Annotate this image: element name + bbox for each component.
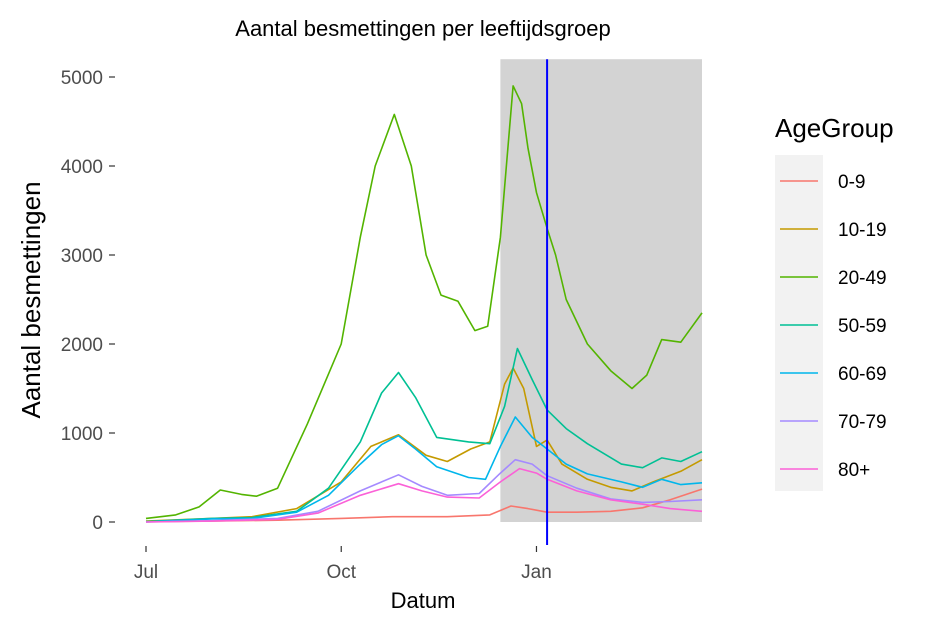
chart-title: Aantal besmettingen per leeftijdsgroep [235, 16, 610, 41]
series-line-10-19 [145, 367, 703, 522]
shade-layer [500, 59, 702, 522]
y-axis: 0 1000 2000 3000 4000 5000 [61, 68, 115, 534]
x-axis: Jul Oct Jan [134, 546, 552, 583]
legend: AgeGroup 0-9 10-19 20-49 50-59 60-69 70-79 80+ [775, 113, 894, 491]
legend-label-70-79: 70-79 [838, 412, 887, 433]
legend-title: AgeGroup [775, 113, 894, 143]
y-tick-label: 1000 [61, 424, 103, 445]
y-tick-label: 2000 [61, 335, 103, 356]
legend-label-80+: 80+ [838, 460, 870, 481]
shaded-region [500, 59, 702, 522]
series-line-60-69 [145, 416, 703, 523]
series-line-80+ [145, 467, 703, 523]
legend-key-background [775, 155, 823, 491]
y-axis-title: Aantal besmettingen [16, 181, 46, 418]
legend-items: 0-9 10-19 20-49 50-59 60-69 70-79 80+ [780, 172, 887, 481]
y-tick-label: 0 [92, 513, 103, 534]
legend-label-0-9: 0-9 [838, 172, 865, 193]
legend-label-10-19: 10-19 [838, 220, 887, 241]
legend-label-50-59: 50-59 [838, 316, 887, 337]
legend-label-20-49: 20-49 [838, 268, 887, 289]
series-line-20-49 [145, 85, 703, 520]
series-layer [145, 85, 703, 523]
legend-label-60-69: 60-69 [838, 364, 887, 385]
y-tick-label: 5000 [61, 68, 103, 89]
series-line-0-9 [145, 488, 703, 523]
y-tick-label: 3000 [61, 246, 103, 267]
x-axis-title: Datum [391, 588, 456, 613]
series-line-70-79 [145, 458, 703, 523]
x-tick-label: Jan [521, 562, 552, 583]
x-tick-label: Jul [134, 562, 158, 583]
y-tick-label: 4000 [61, 157, 103, 178]
x-tick-label: Oct [326, 562, 356, 583]
series-line-50-59 [145, 347, 703, 523]
